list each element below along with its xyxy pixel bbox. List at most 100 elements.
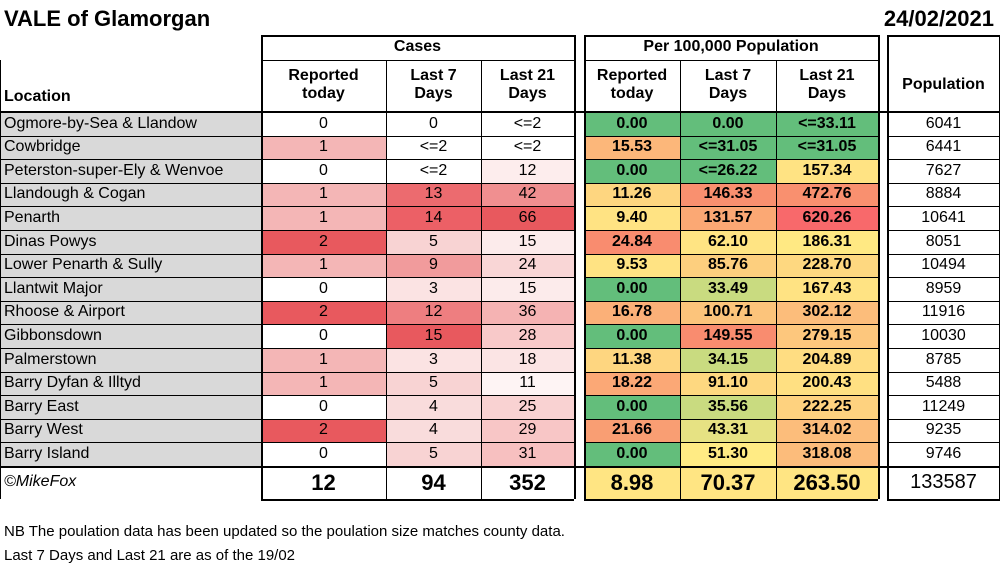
report-date: 24/02/2021 [883, 6, 994, 31]
location-cell: Rhoose & Airport [0, 300, 261, 325]
row-divider [0, 182, 261, 184]
cases-last-7-days-cell: 9 [386, 253, 481, 278]
row-divider [887, 253, 1000, 255]
per100k-bottom-border [584, 499, 878, 501]
row-divider [887, 371, 1000, 373]
per100k-last-21-days-cell: 157.34 [776, 159, 878, 183]
cases-reported-today-cell: 1 [261, 253, 386, 278]
row-divider [887, 442, 1000, 444]
cases-top-border [261, 35, 574, 37]
population-cell: 10494 [921, 256, 966, 274]
per100k-last-21-days-cell: 472.76 [776, 182, 878, 207]
population-bottom-border [887, 499, 1000, 501]
row-divider [584, 371, 878, 373]
row-divider [0, 230, 261, 231]
row-divider [887, 418, 1000, 420]
cases-last-7-days-cell: 5 [386, 442, 481, 466]
per100k-last-7-days-cell: <=31.05 [680, 135, 776, 160]
row-divider [261, 395, 574, 396]
row-divider [0, 324, 261, 326]
per100k-reported-today-cell: 0.00 [584, 395, 680, 419]
row-divider [261, 418, 574, 420]
per100k-last-21-days-cell: 318.08 [776, 442, 878, 466]
column-header-location: Location [4, 87, 71, 105]
row-divider [887, 324, 1000, 326]
section-border [574, 35, 576, 499]
row-divider [261, 371, 574, 373]
location-cell: Barry East [0, 395, 261, 419]
column-header-per100k-last-7-days: Last 7 Days [704, 66, 752, 102]
population-cell: 8785 [925, 350, 962, 368]
population-cell: 10030 [921, 326, 966, 344]
row-divider [261, 442, 574, 443]
per100k-last-7-days-cell: 62.10 [680, 230, 776, 254]
population-cell: 8884 [925, 185, 962, 203]
cases-last-21-days-cell: 15 [481, 277, 574, 301]
row-divider [584, 182, 878, 184]
cases-last-7-days-cell: <=2 [386, 135, 481, 160]
group-header-per100k: Per 100,000 Population [643, 38, 819, 56]
row-divider [887, 230, 1000, 231]
cases-reported-today-cell: 2 [261, 418, 386, 443]
row-divider [584, 277, 878, 278]
row-divider [584, 159, 878, 160]
section-border [584, 35, 586, 499]
location-cell: Penarth [0, 206, 261, 230]
population-cell: 8959 [925, 279, 962, 297]
cases-last-21-days-cell: 18 [481, 348, 574, 372]
row-divider [0, 277, 261, 279]
per100k-last-7-days-cell: 91.10 [680, 371, 776, 396]
credit-label: ©MikeFox [4, 473, 77, 491]
cases-reported-today-cell: 2 [261, 300, 386, 325]
population-cell: 11916 [921, 303, 966, 321]
per100k-last-7-days-cell: 131.57 [680, 206, 776, 230]
row-divider [0, 159, 261, 161]
covid-cases-table: Cases Per 100,000 Population Location Repor… [0, 35, 1000, 505]
cases-last-21-days-cell: <=2 [481, 135, 574, 160]
per100k-reported-today-cell: 9.53 [584, 253, 680, 278]
cases-last-7-days-cell: 12 [386, 300, 481, 325]
per100k-last-7-days-cell: 146.33 [680, 182, 776, 207]
column-header-per100k-last-21-days: Last 21 Days [799, 66, 855, 102]
cases-last-7-days-cell: 3 [386, 277, 481, 301]
cases-last-21-days-cell: 42 [481, 182, 574, 207]
location-cell: Barry Dyfan & Illtyd [0, 371, 261, 396]
cases-last-21-days-cell: 28 [481, 324, 574, 348]
section-border [261, 35, 263, 499]
total-per100k-last-7-days: 70.37 [680, 466, 776, 499]
per100k-last-21-days-cell: <=31.05 [776, 135, 878, 160]
per100k-last-21-days-cell: 314.02 [776, 418, 878, 443]
location-cell: Peterston-super-Ely & Wenvoe [0, 159, 261, 183]
row-divider [584, 442, 878, 443]
population-cell: 6441 [925, 138, 962, 156]
cases-last-21-days-cell: 66 [481, 206, 574, 230]
row-divider [0, 300, 261, 302]
row-divider [584, 135, 878, 137]
location-cell: Gibbonsdown [0, 324, 261, 348]
column-header-per100k-reported-today: Reported today [596, 66, 668, 102]
row-divider [0, 418, 261, 420]
section-border [887, 35, 889, 499]
row-divider [584, 418, 878, 420]
cases-last-21-days-cell: 15 [481, 230, 574, 254]
section-border [878, 35, 880, 499]
column-border [776, 60, 777, 499]
cases-reported-today-cell: 1 [261, 371, 386, 396]
cases-group-divider [261, 60, 574, 61]
per100k-reported-today-cell: 9.40 [584, 206, 680, 230]
cases-last-7-days-cell: 15 [386, 324, 481, 348]
row-divider [887, 182, 1000, 184]
row-divider [584, 206, 878, 207]
row-divider [0, 348, 261, 349]
cases-reported-today-cell: 1 [261, 206, 386, 230]
row-divider [261, 277, 574, 278]
column-header-reported-today: Reported today [288, 66, 359, 102]
header-bottom-border [0, 111, 1000, 113]
total-per100k-reported-today: 8.98 [584, 466, 680, 499]
row-divider [887, 395, 1000, 397]
row-divider [261, 253, 574, 255]
row-divider [0, 395, 261, 397]
per100k-last-21-days-cell: 279.15 [776, 324, 878, 348]
row-divider [0, 206, 261, 208]
cases-last-7-days-cell: 0 [386, 112, 481, 136]
